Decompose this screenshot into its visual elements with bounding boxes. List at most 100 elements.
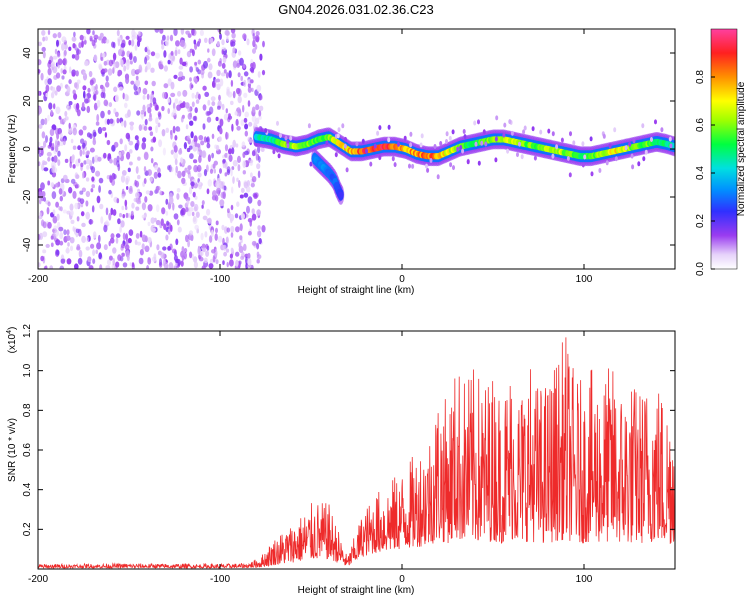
- noise-speckle: [206, 143, 211, 149]
- noise-speckle: [230, 41, 236, 47]
- scale-factor-exponent: 4: [6, 330, 13, 334]
- noise-speckle: [95, 170, 101, 177]
- noise-speckle: [142, 88, 148, 95]
- noise-speckle: [257, 71, 261, 78]
- noise-speckle: [193, 135, 198, 143]
- colorbar-label: Normalized spectral amplitude: [736, 81, 747, 216]
- signal-speckle: [369, 161, 373, 167]
- noise-speckle: [75, 228, 80, 233]
- noise-speckle: [78, 249, 83, 258]
- noise-speckle: [61, 36, 67, 43]
- noise-speckle: [80, 162, 84, 168]
- noise-speckle: [170, 149, 174, 155]
- noise-speckle: [251, 150, 256, 157]
- noise-speckle: [228, 154, 233, 162]
- noise-speckle: [78, 42, 82, 49]
- noise-speckle: [174, 135, 178, 141]
- noise-speckle: [216, 187, 220, 196]
- noise-speckle: [82, 70, 86, 77]
- noise-speckle: [256, 209, 261, 216]
- noise-speckle: [255, 31, 260, 36]
- signal-speckle: [547, 128, 551, 134]
- noise-speckle: [40, 182, 45, 191]
- noise-speckle: [160, 218, 164, 226]
- signal-speckle: [590, 171, 594, 177]
- noise-speckle: [163, 83, 169, 89]
- noise-speckle: [113, 173, 117, 180]
- signal-speckle: [605, 160, 609, 166]
- noise-speckle: [242, 104, 245, 113]
- noise-speckle: [195, 99, 200, 104]
- noise-speckle: [170, 132, 173, 140]
- scale-factor-base: (x10: [7, 333, 18, 353]
- noise-speckle: [224, 144, 229, 152]
- noise-speckle: [195, 211, 200, 218]
- noise-speckle: [86, 150, 90, 155]
- noise-speckle: [100, 110, 105, 119]
- noise-speckle: [92, 94, 96, 100]
- signal-speckle: [613, 127, 617, 133]
- noise-speckle: [180, 157, 184, 164]
- noise-speckle: [218, 94, 221, 101]
- top-y-tick-label: -40: [22, 237, 33, 252]
- noise-speckle: [53, 103, 56, 110]
- noise-speckle: [189, 77, 192, 82]
- noise-speckle: [124, 199, 128, 207]
- noise-speckle: [241, 141, 246, 148]
- noise-speckle: [223, 251, 228, 257]
- noise-speckle: [231, 123, 234, 132]
- noise-speckle: [38, 106, 42, 115]
- noise-speckle: [167, 98, 171, 103]
- noise-speckle: [104, 132, 108, 138]
- noise-speckle: [211, 133, 215, 139]
- noise-speckle: [92, 139, 97, 146]
- noise-speckle: [119, 138, 123, 145]
- noise-speckle: [256, 259, 260, 264]
- noise-speckle: [47, 180, 51, 186]
- signal-speckle: [533, 155, 537, 161]
- noise-speckle: [261, 225, 266, 233]
- noise-speckle: [137, 31, 142, 37]
- noise-speckle: [248, 159, 254, 164]
- signal-speckle: [341, 123, 345, 129]
- noise-speckle: [166, 35, 170, 41]
- signal-trace: [252, 115, 675, 180]
- noise-speckle: [163, 223, 167, 230]
- signal-speckle: [277, 153, 281, 159]
- noise-speckle: [50, 146, 54, 151]
- noise-speckle: [55, 182, 60, 188]
- noise-speckle: [174, 49, 178, 57]
- noise-speckle: [131, 68, 136, 77]
- noise-speckle: [185, 196, 191, 202]
- noise-speckle: [106, 118, 110, 125]
- noise-speckle: [75, 49, 81, 55]
- noise-speckle: [91, 176, 95, 182]
- noise-speckle: [101, 72, 105, 77]
- noise-speckle: [135, 79, 141, 87]
- noise-speckle: [40, 72, 44, 81]
- noise-speckle: [255, 36, 260, 43]
- noise-speckle: [143, 178, 147, 184]
- noise-speckle: [247, 86, 252, 93]
- noise-speckle: [199, 69, 205, 75]
- noise-speckle: [124, 102, 128, 109]
- signal-speckle: [365, 148, 368, 154]
- noise-speckle: [230, 231, 234, 238]
- noise-speckle: [118, 86, 123, 91]
- noise-speckle: [114, 94, 119, 103]
- noise-speckle: [197, 59, 202, 65]
- noise-speckle: [240, 187, 245, 193]
- noise-speckle: [97, 156, 102, 162]
- noise-speckle: [212, 190, 217, 198]
- noise-speckle: [168, 164, 172, 173]
- noise-speckle: [210, 96, 216, 102]
- noise-speckle: [41, 131, 46, 139]
- noise-speckle: [177, 170, 182, 179]
- noise-speckle: [172, 102, 176, 110]
- noise-speckle: [239, 194, 244, 199]
- signal-speckle: [408, 163, 411, 169]
- signal-speckle: [466, 159, 470, 165]
- signal-speckle: [473, 120, 477, 126]
- noise-speckle: [90, 243, 95, 249]
- noise-speckle: [103, 60, 108, 66]
